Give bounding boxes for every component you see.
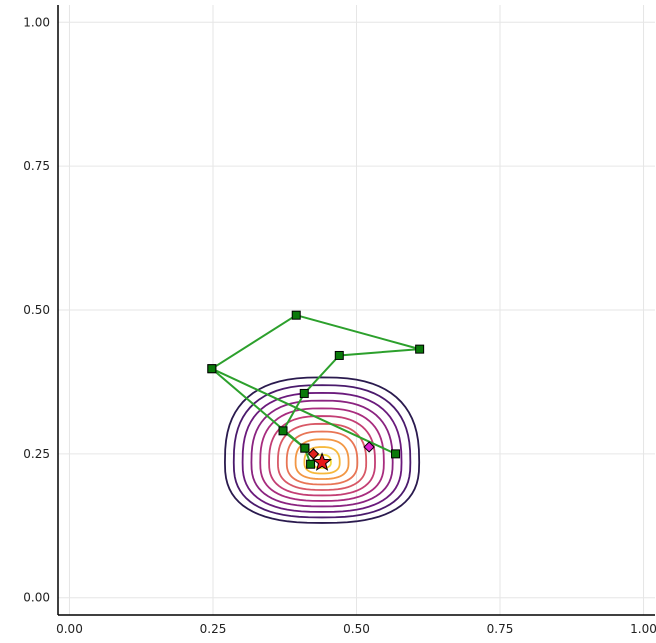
y-tick-labels: 0.00 0.25 0.50 0.75 1.00 bbox=[23, 15, 50, 604]
x-tick-label: 0.75 bbox=[487, 622, 514, 636]
axes bbox=[57, 5, 655, 616]
grid-lines bbox=[58, 5, 655, 615]
contour-level bbox=[224, 376, 421, 524]
contour-level bbox=[250, 399, 394, 508]
contour-level bbox=[268, 415, 376, 497]
optimization-path bbox=[211, 314, 420, 465]
diamond-point bbox=[363, 441, 375, 453]
star-point bbox=[312, 452, 332, 471]
contour-level bbox=[294, 438, 350, 480]
path-point bbox=[300, 443, 310, 453]
path-point bbox=[207, 364, 217, 374]
y-tick-label: 0.00 bbox=[23, 591, 50, 605]
contour-level bbox=[285, 430, 359, 486]
contour-level bbox=[259, 407, 385, 502]
x-tick-label: 1.00 bbox=[630, 622, 656, 636]
contour-level bbox=[232, 384, 412, 519]
path-line bbox=[211, 314, 420, 465]
special-markers bbox=[307, 441, 375, 471]
contour-lines bbox=[224, 376, 421, 524]
path-point bbox=[306, 459, 316, 469]
path-point bbox=[334, 350, 344, 360]
contour-level bbox=[241, 391, 403, 513]
contour-level bbox=[277, 422, 368, 491]
contour-level bbox=[303, 446, 341, 475]
path-point bbox=[291, 310, 301, 320]
path-point bbox=[415, 344, 425, 354]
y-tick-label: 0.50 bbox=[23, 303, 50, 317]
y-tick-label: 0.25 bbox=[23, 447, 50, 461]
y-tick-label: 0.75 bbox=[23, 159, 50, 173]
path-point bbox=[278, 426, 288, 436]
x-tick-label: 0.25 bbox=[200, 622, 227, 636]
diamond-point bbox=[307, 448, 320, 460]
path-point bbox=[391, 449, 401, 459]
x-tick-labels: 0.00 0.25 0.50 0.75 1.00 bbox=[56, 622, 656, 636]
y-tick-label: 1.00 bbox=[23, 15, 50, 29]
x-tick-label: 0.50 bbox=[343, 622, 370, 636]
x-tick-label: 0.00 bbox=[56, 622, 83, 636]
path-point bbox=[299, 388, 309, 398]
path-markers bbox=[207, 310, 425, 469]
